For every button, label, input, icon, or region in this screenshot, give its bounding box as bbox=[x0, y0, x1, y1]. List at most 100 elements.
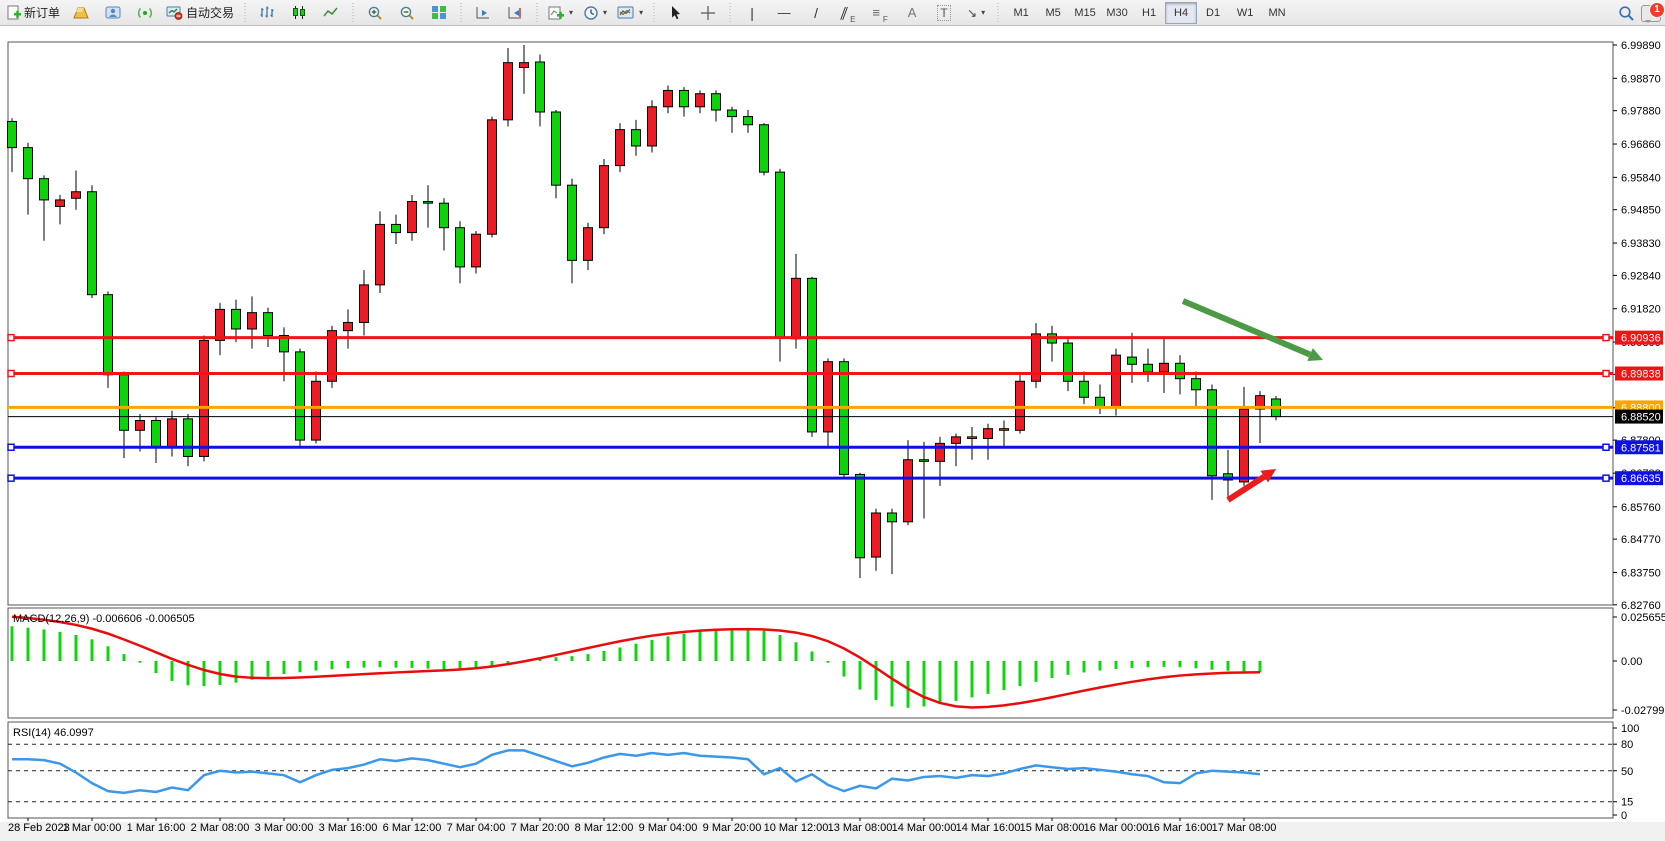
line-handle[interactable] bbox=[7, 333, 15, 342]
periods-dropdown[interactable]: ▾ bbox=[579, 1, 611, 25]
timeframe-button-m1[interactable]: M1 bbox=[1013, 6, 1029, 19]
macd-label: MACD(12,26,9) -0.006606 -0.006505 bbox=[13, 613, 195, 625]
timeframe-button-m15[interactable]: M15 bbox=[1074, 6, 1096, 19]
candle-body bbox=[951, 436, 961, 444]
candle-body bbox=[679, 89, 689, 108]
horizontal-line-button[interactable]: — bbox=[769, 1, 799, 25]
shapes-dropdown[interactable]: ↘ ▾ bbox=[961, 1, 991, 25]
candle-body bbox=[407, 201, 417, 234]
new-order-button[interactable]: 新订单 bbox=[2, 1, 64, 25]
price-line-label-box bbox=[1615, 471, 1663, 486]
candle-body bbox=[1063, 342, 1073, 382]
red-arrow[interactable] bbox=[1226, 474, 1266, 503]
candle-body bbox=[1015, 380, 1025, 431]
indicators-dropdown[interactable]: ▾ bbox=[544, 1, 577, 25]
zoom-in-icon bbox=[367, 5, 383, 21]
line-chart-button[interactable] bbox=[316, 1, 346, 25]
candle-body bbox=[295, 351, 305, 441]
gold-button[interactable] bbox=[66, 1, 96, 25]
trendline-button[interactable]: / bbox=[801, 1, 831, 25]
profile-button[interactable] bbox=[98, 1, 128, 25]
line-handle[interactable] bbox=[1602, 443, 1610, 452]
candle-body bbox=[263, 312, 273, 337]
templates-dropdown[interactable]: ▾ bbox=[613, 1, 647, 25]
candle-body bbox=[455, 227, 465, 268]
timeframe-button-h4[interactable]: H4 bbox=[1165, 1, 1198, 24]
timeframe-button-m30[interactable]: M30 bbox=[1106, 6, 1128, 19]
time-axis-label: 16 Mar 00:00 bbox=[1084, 822, 1149, 834]
time-axis-label: 1 Mar 00:00 bbox=[63, 822, 122, 834]
candle-body bbox=[919, 459, 929, 462]
price-tick-label: 6.85760 bbox=[1621, 502, 1661, 514]
candle-body bbox=[327, 330, 337, 382]
vertical-line-button[interactable]: | bbox=[737, 1, 767, 25]
zoom-out-button[interactable] bbox=[392, 1, 422, 25]
line-handle[interactable] bbox=[1602, 369, 1610, 378]
candle-body bbox=[1191, 378, 1201, 391]
timeframe-button-w1[interactable]: W1 bbox=[1236, 6, 1254, 19]
candle-body bbox=[823, 361, 833, 433]
crosshair-button[interactable] bbox=[693, 1, 723, 25]
timeframe-button-d1[interactable]: D1 bbox=[1206, 6, 1221, 19]
price-tick-label: 6.97880 bbox=[1621, 106, 1661, 118]
line-handle[interactable] bbox=[7, 474, 15, 482]
bar-chart-icon bbox=[259, 5, 275, 20]
line-handle[interactable] bbox=[7, 443, 15, 452]
timeframe-button-h1[interactable]: H1 bbox=[1142, 6, 1157, 19]
line-handle[interactable] bbox=[1602, 474, 1610, 482]
candle-body bbox=[231, 308, 241, 330]
toolbar-separator bbox=[242, 2, 249, 23]
price-line-label-box bbox=[1615, 409, 1663, 424]
cursor-icon bbox=[669, 5, 683, 20]
bar-chart-button[interactable] bbox=[252, 1, 282, 25]
price-tick-label: 6.83750 bbox=[1621, 567, 1661, 579]
candle-body bbox=[567, 184, 577, 261]
text-tool-icon: A bbox=[907, 5, 917, 20]
green-arrow[interactable] bbox=[1181, 298, 1312, 358]
cursor-button[interactable] bbox=[661, 1, 691, 25]
line-handle[interactable] bbox=[1602, 333, 1610, 342]
chart-shift-button[interactable] bbox=[500, 1, 530, 25]
chart-forward-button[interactable] bbox=[468, 1, 498, 25]
candle-body bbox=[727, 109, 737, 118]
macd-panel bbox=[7, 607, 1614, 719]
candle-body bbox=[151, 419, 161, 448]
line-handle[interactable] bbox=[7, 369, 15, 378]
search-icon[interactable] bbox=[1618, 5, 1635, 22]
candle-body bbox=[471, 233, 481, 268]
channel-button[interactable]: ∥ E bbox=[833, 1, 863, 25]
macd-scale-min: -0.027995 bbox=[1621, 705, 1665, 717]
tile-windows-button[interactable] bbox=[424, 1, 454, 25]
signal-button[interactable] bbox=[130, 1, 160, 25]
text-tool-button[interactable]: A bbox=[897, 1, 927, 25]
timeframe-button-m5[interactable]: M5 bbox=[1045, 6, 1061, 19]
time-axis-label: 28 Feb 2023 bbox=[8, 822, 70, 834]
label-tool-button[interactable]: T bbox=[929, 1, 959, 25]
price-line-label-box bbox=[1615, 366, 1663, 381]
time-axis-label: 7 Mar 04:00 bbox=[447, 822, 506, 834]
price-line-label: 6.89838 bbox=[1621, 369, 1661, 381]
candles-chart-button[interactable] bbox=[284, 1, 314, 25]
price-tick-label: 6.95840 bbox=[1621, 172, 1661, 184]
candle-body bbox=[775, 171, 785, 338]
candle-body bbox=[487, 119, 497, 235]
candle-body bbox=[391, 223, 401, 234]
candle-body bbox=[39, 178, 49, 201]
price-tick-label: 6.98870 bbox=[1621, 73, 1661, 85]
crosshair-icon bbox=[700, 5, 716, 21]
zoom-in-button[interactable] bbox=[360, 1, 390, 25]
fibonacci-button[interactable]: ≡ F bbox=[865, 1, 895, 25]
candle-body bbox=[7, 120, 17, 149]
candle-body bbox=[1031, 333, 1041, 382]
candle-body bbox=[695, 93, 705, 108]
timeframe-button-mn[interactable]: MN bbox=[1268, 6, 1286, 19]
clock-icon bbox=[583, 5, 599, 21]
price-line-label: 6.87581 bbox=[1621, 442, 1661, 454]
autotrading-button[interactable]: 自动交易 bbox=[162, 1, 238, 25]
candle-body bbox=[439, 202, 449, 229]
candle-body bbox=[199, 339, 209, 457]
candle-body bbox=[119, 374, 129, 431]
price-tick-label: 6.91820 bbox=[1621, 304, 1661, 316]
toolbar-separator bbox=[727, 2, 734, 23]
candle-body bbox=[1079, 380, 1089, 398]
